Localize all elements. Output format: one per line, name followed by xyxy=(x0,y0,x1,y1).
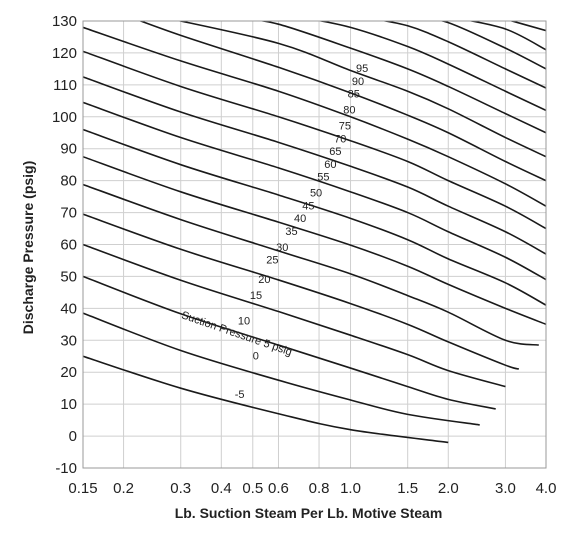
x-tick-label: 1.5 xyxy=(397,480,418,497)
y-tick-label: 90 xyxy=(60,141,77,158)
curve-label: 75 xyxy=(339,121,351,133)
curve-label: 95 xyxy=(356,63,368,75)
curve-label: 40 xyxy=(294,213,306,225)
x-tick-label: 0.5 xyxy=(242,480,263,497)
y-axis-title: Discharge Pressure (psig) xyxy=(20,161,36,335)
curve-line xyxy=(317,21,546,112)
y-tick-label: 120 xyxy=(52,45,77,62)
y-tick-label: 50 xyxy=(60,268,77,285)
curve-line xyxy=(83,128,546,306)
curve-label: 35 xyxy=(285,226,297,238)
curve-label: 70 xyxy=(334,133,346,145)
curve-line xyxy=(83,243,506,388)
curve-line xyxy=(176,21,546,158)
x-axis-title: Lb. Suction Steam Per Lb. Motive Steam xyxy=(175,505,443,521)
curve-line xyxy=(83,312,480,426)
curve-line xyxy=(83,275,496,410)
curve-line xyxy=(83,213,520,370)
curve-line xyxy=(542,18,546,20)
y-tick-label: 0 xyxy=(69,428,77,445)
x-tick-label: 0.15 xyxy=(68,480,97,497)
y-tick-label: 20 xyxy=(60,364,77,381)
x-tick-label: 0.6 xyxy=(268,480,289,497)
curve-label: 25 xyxy=(266,255,278,267)
plot-frame xyxy=(82,20,547,469)
x-tick-label: 3.0 xyxy=(495,480,516,497)
curve-line xyxy=(258,21,546,134)
curve-line xyxy=(509,21,546,32)
y-tick-label: 30 xyxy=(60,332,77,349)
y-tick-label: 80 xyxy=(60,173,77,190)
curve-label: 55 xyxy=(317,172,329,184)
y-tick-label: 100 xyxy=(52,109,77,126)
curve-label: 85 xyxy=(348,89,360,101)
curve-line xyxy=(83,26,546,207)
curve-label: 90 xyxy=(352,76,364,88)
curve-line xyxy=(83,50,546,230)
y-tick-label: 60 xyxy=(60,237,77,254)
x-tick-label: 1.0 xyxy=(340,480,361,497)
x-tick-label: 0.3 xyxy=(170,480,191,497)
curve-label: 15 xyxy=(250,290,262,302)
y-tick-label: 110 xyxy=(53,77,77,94)
x-tick-label: 2.0 xyxy=(438,480,459,497)
curve-label: 50 xyxy=(310,188,322,200)
y-tick-label: 40 xyxy=(60,300,77,317)
curve-label: 45 xyxy=(302,200,314,212)
curve-label: 10 xyxy=(238,315,250,327)
tick-label-layer: 0.15 0.2 0.3 0.4 0.5 0.6 0.8 1.0 1.5 2.0 3.0 4.0 130… xyxy=(52,13,556,497)
x-tick-label: 4.0 xyxy=(536,480,557,497)
curve-line xyxy=(439,21,546,70)
x-tick-label: 0.4 xyxy=(211,480,232,497)
curve-label: 0 xyxy=(253,350,259,362)
curve-line xyxy=(83,76,546,255)
curve-line xyxy=(138,21,546,182)
curve-line xyxy=(83,183,539,346)
curve-label: 60 xyxy=(324,159,336,171)
curve-label: Suction Pressure 5 psig xyxy=(180,309,294,358)
curve-label: 20 xyxy=(258,274,270,286)
curve-label: 65 xyxy=(329,146,341,158)
curve-line xyxy=(83,101,546,281)
x-tick-label: 0.8 xyxy=(309,480,330,497)
x-tick-label: 0.2 xyxy=(113,480,134,497)
curve-line xyxy=(83,155,546,326)
y-tick-label: 130 xyxy=(52,13,77,30)
y-tick-label: 10 xyxy=(60,396,77,413)
y-tick-label: 70 xyxy=(60,205,77,222)
curve-layer xyxy=(83,18,546,444)
y-tick-label: -10 xyxy=(55,460,77,477)
curve-line xyxy=(83,355,449,444)
curve-label: 30 xyxy=(276,242,288,254)
curve-line xyxy=(467,21,546,51)
curve-line xyxy=(380,21,546,89)
curve-label: 80 xyxy=(343,105,355,117)
curve-label: -5 xyxy=(235,389,245,401)
